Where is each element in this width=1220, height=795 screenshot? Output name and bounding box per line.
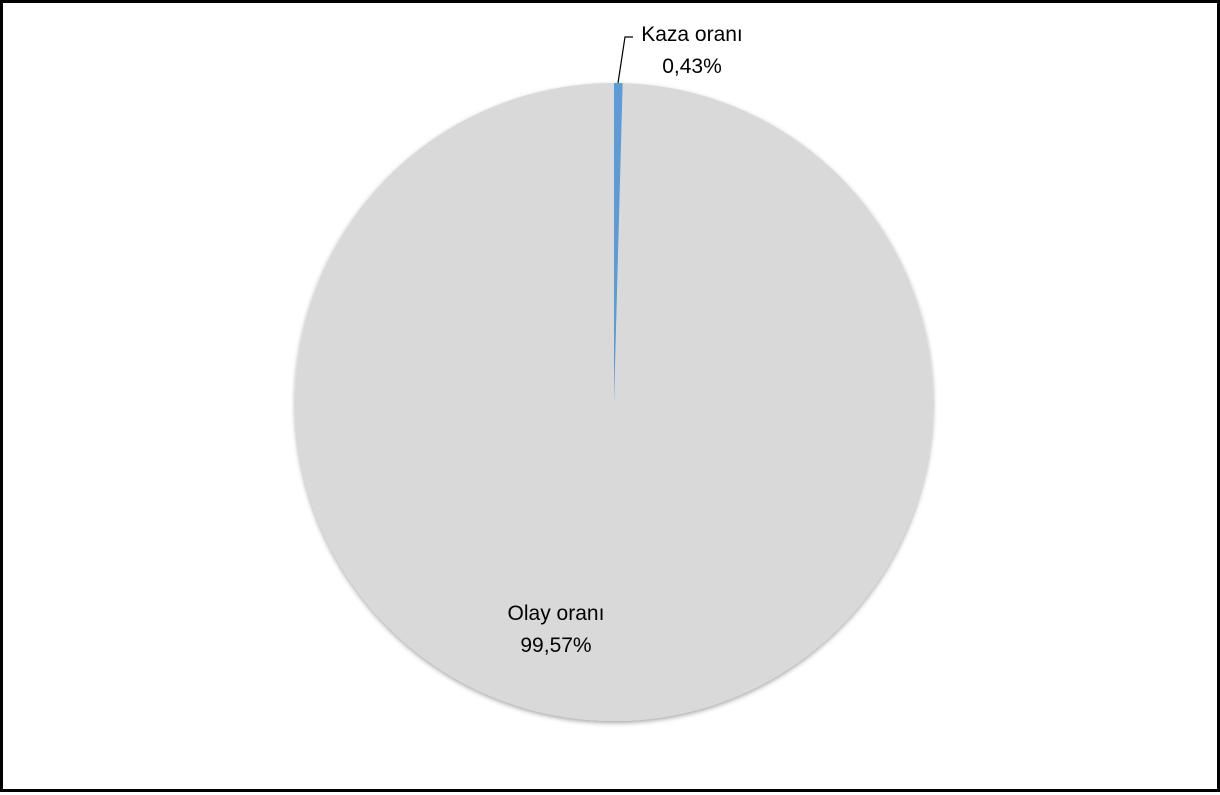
slice-label-olay-value: 99,57% — [520, 634, 591, 657]
slice-label-kaza-value: 0,43% — [662, 55, 722, 78]
pie-chart: Kaza oranı 0,43% Olay oranı 99,57% — [294, 23, 933, 721]
pie-slices — [294, 83, 933, 721]
pie-slice-olay — [294, 83, 933, 721]
pie-slice-kaza — [614, 83, 623, 402]
slice-label-olay-name: Olay oranı — [508, 602, 605, 625]
slice-label-kaza-name: Kaza oranı — [641, 23, 743, 46]
leader-line-kaza — [617, 36, 633, 84]
